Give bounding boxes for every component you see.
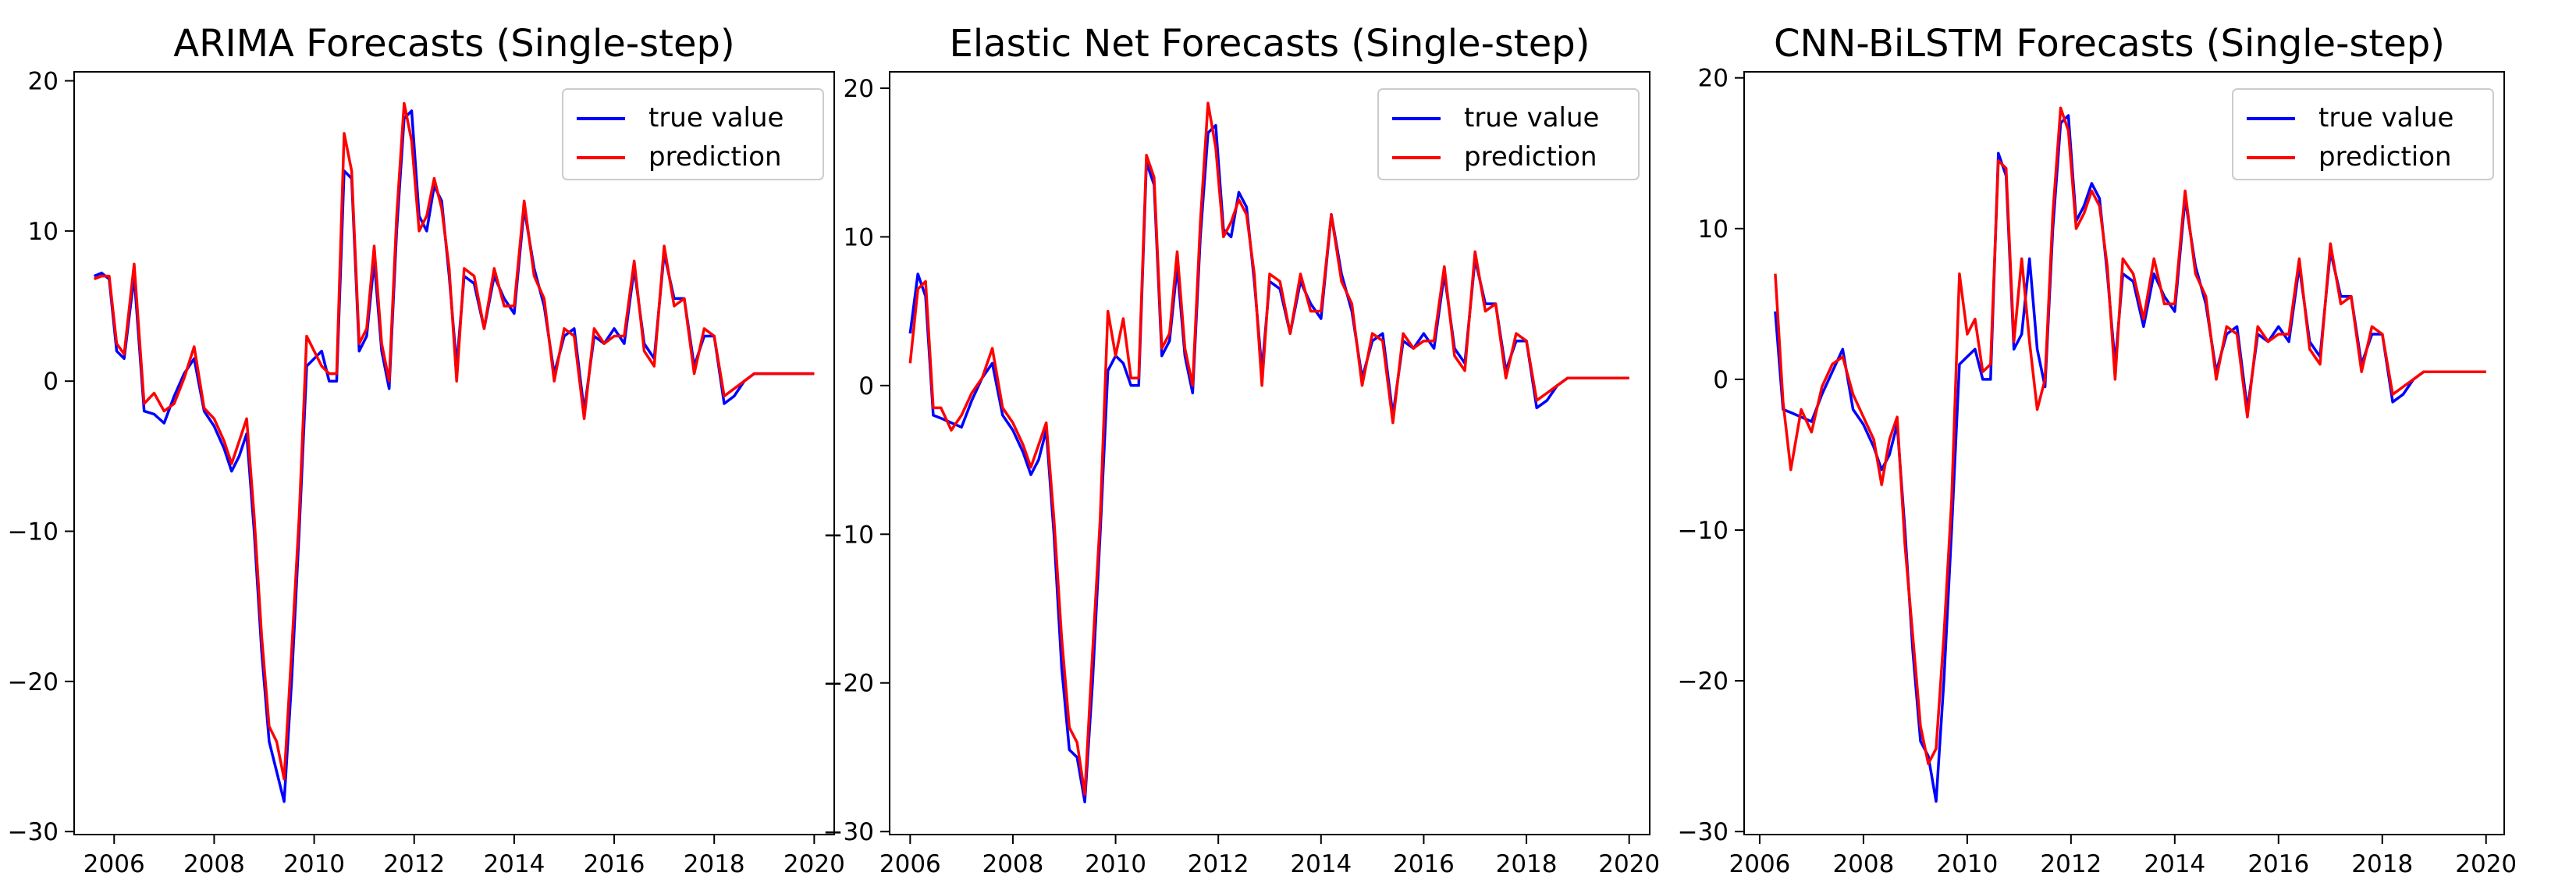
y-tick-label: −10 [823,521,874,549]
x-tick-label: 2010 [1936,850,1998,878]
y-tick-label: 10 [1698,215,1729,244]
y-tick-label: 0 [1713,366,1729,394]
x-tick-label: 2006 [1729,850,1790,878]
x-tick-label: 2008 [982,850,1043,878]
legend-label-true-value: true value [648,102,783,134]
legend-label-true-value: true value [1464,102,1599,134]
x-tick-label: 2012 [383,850,445,878]
x-tick-label: 2016 [2247,850,2309,878]
legend-label-prediction: prediction [1464,141,1597,173]
x-tick-label: 2020 [1598,850,1660,878]
y-axis: −30 −20 −10 0 10 20 [1678,65,1744,846]
legend: true value prediction [1377,88,1640,180]
legend-frame [2232,88,2494,180]
y-tick-label: −30 [823,818,874,846]
legend-label-prediction: prediction [648,141,782,173]
panel-cnn-bilstm: CNN-BiLSTM Forecasts (Single-step) −30 −2… [1678,22,2517,878]
y-axis: −30 −20 −10 0 10 20 [823,75,890,846]
series-line-prediction [93,101,815,781]
legend-frame [562,88,824,180]
x-tick-label: 2018 [684,850,745,878]
legend: true value prediction [2232,88,2494,180]
y-tick-label: 10 [844,223,874,251]
y-tick-label: −10 [1678,517,1729,545]
legend-label-prediction: prediction [2318,141,2452,173]
y-tick-label: −30 [8,818,59,846]
y-tick-label: −30 [1678,818,1729,846]
x-axis: 2006 2008 2010 2012 2014 2016 2018 2020 [1729,835,2517,878]
y-tick-label: 0 [858,372,874,400]
y-tick-label: −20 [823,670,874,698]
x-tick-label: 2008 [183,850,245,878]
x-tick-label: 2006 [83,850,145,878]
axes-frame [1743,71,2505,835]
y-tick-label: 20 [28,68,59,96]
axes-frame [889,71,1650,835]
chart-title: ARIMA Forecasts (Single-step) [173,22,734,66]
x-tick-label: 2010 [283,850,345,878]
y-tick-label: 20 [844,75,874,103]
y-tick-label: −20 [1678,668,1729,696]
x-tick-label: 2016 [1393,850,1455,878]
y-tick-label: −20 [8,668,59,696]
chart-title: Elastic Net Forecasts (Single-step) [950,22,1590,66]
x-tick-label: 2012 [2040,850,2102,878]
y-axis: −30 −20 −10 0 10 20 [8,68,74,846]
x-tick-label: 2014 [483,850,545,878]
y-tick-label: 20 [1698,65,1729,93]
panel-arima: ARIMA Forecasts (Single-step) −30 −20 −10 0… [8,22,845,878]
x-tick-label: 2014 [2144,850,2205,878]
series-lines [93,101,815,803]
x-axis: 2006 2008 2010 2012 2014 2016 2018 2020 [83,835,845,878]
legend-frame [1377,88,1640,180]
x-axis: 2006 2008 2010 2012 2014 2016 2018 2020 [879,835,1660,878]
x-tick-label: 2006 [879,850,941,878]
x-tick-label: 2020 [2455,850,2517,878]
series-line-prediction [908,101,1629,796]
legend: true value prediction [562,88,824,180]
panel-elastic-net: Elastic Net Forecasts (Single-step) −30−… [823,22,1661,878]
series-lines [1774,106,2486,803]
x-tick-label: 2010 [1085,850,1146,878]
legend-label-true-value: true value [2318,102,2453,134]
x-tick-label: 2012 [1188,850,1249,878]
y-tick-label: 0 [43,368,59,396]
x-tick-label: 2008 [1832,850,1894,878]
series-lines [908,101,1629,803]
x-tick-label: 2016 [584,850,645,878]
x-tick-label: 2018 [1496,850,1558,878]
chart-title: CNN-BiLSTM Forecasts (Single-step) [1774,22,2445,66]
y-tick-label: −10 [8,518,59,546]
x-tick-label: 2018 [2351,850,2413,878]
x-tick-label: 2020 [783,850,845,878]
y-tick-label: 10 [28,218,59,246]
x-tick-label: 2014 [1290,850,1352,878]
series-line-prediction [1774,106,2486,766]
axes-frame [73,71,835,835]
